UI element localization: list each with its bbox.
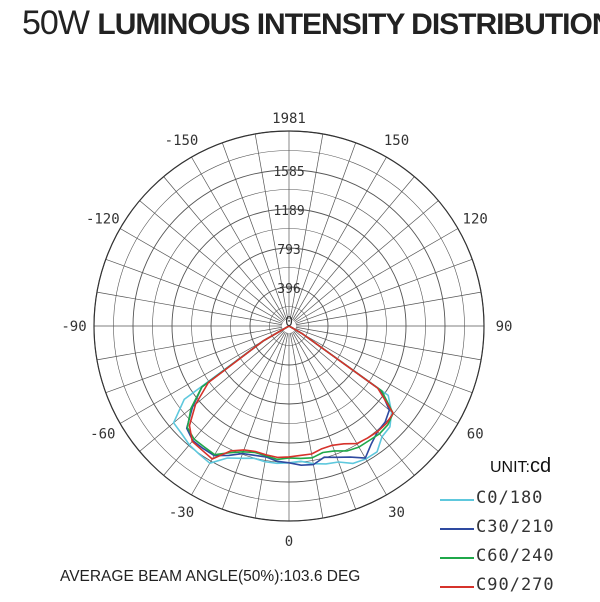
angle-label: -90 <box>61 319 86 335</box>
grid-radial-line <box>295 258 473 324</box>
grid-radial-line <box>295 326 482 361</box>
radial-tick-label: 1585 <box>273 165 304 180</box>
grid-ring-minor <box>269 306 309 346</box>
grid-radial-line <box>139 200 284 322</box>
grid-radial-line <box>294 228 459 323</box>
grid-ring-major <box>171 208 407 444</box>
radial-max-label: 1981 <box>272 111 306 127</box>
grid-ring-major <box>210 247 368 405</box>
grid-radial-line <box>96 326 283 361</box>
angle-label: -150 <box>165 133 199 149</box>
series-line-c30-210 <box>185 325 391 466</box>
chart-title: 50W LUMINOUS INTENSITY DISTRIBUTION <box>22 4 600 43</box>
grid-radial-lines <box>94 131 484 521</box>
angle-label: 90 <box>496 319 513 335</box>
angle-label: -120 <box>86 212 120 228</box>
angle-label: 150 <box>384 133 409 149</box>
grid-radial-line <box>105 258 283 324</box>
grid-rings <box>93 130 485 522</box>
grid-radial-line <box>105 328 283 394</box>
grid-ring-minor <box>113 150 465 502</box>
grid-radial-line <box>289 332 324 519</box>
legend-label-c60-240: C60/240 <box>476 546 555 566</box>
grid-radial-line <box>221 332 287 510</box>
radial-tick-label: 396 <box>277 282 300 297</box>
grid-ring-minor <box>191 228 387 424</box>
legend-label-c90-270: C90/270 <box>476 575 555 595</box>
beam-angle-note: AVERAGE BEAM ANGLE(50%):103.6 DEG <box>60 568 361 585</box>
grid-radial-line <box>291 332 357 510</box>
grid-ring-outer <box>93 130 485 522</box>
grid-ring-major <box>132 169 446 483</box>
grid-radial-line <box>292 331 387 496</box>
grid-radial-line <box>254 332 289 519</box>
unit-label: UNIT:cd <box>490 455 551 478</box>
grid-radial-line <box>254 133 289 320</box>
radial-tick-label: 793 <box>277 243 300 258</box>
grid-radial-line <box>294 330 439 452</box>
grid-radial-line <box>221 142 287 320</box>
angle-label: 30 <box>388 505 405 521</box>
grid-radial-line <box>295 328 473 394</box>
grid-radial-line <box>293 331 415 476</box>
legend-label-c0-180: C0/180 <box>476 488 544 508</box>
grid-ring-minor <box>230 267 348 385</box>
grid-radial-line <box>119 329 284 424</box>
grid-radial-line <box>289 133 324 320</box>
title-text: LUMINOUS INTENSITY DISTRIBUTION <box>97 8 600 41</box>
axis-labels: 396 793 1189 1585 1981 0 0 30 -30 60 -60 90 -90 120 -1… <box>61 111 512 550</box>
legend-swatch-c60-240 <box>440 557 474 559</box>
grid-radial-line <box>163 176 285 321</box>
grid-radial-line <box>96 291 283 326</box>
grid-ring-major <box>249 286 329 366</box>
series-line-c90-270 <box>188 325 394 460</box>
center-zero-label: 0 <box>285 315 293 330</box>
grid-radial-line <box>139 330 284 452</box>
angle-label: 60 <box>467 427 484 443</box>
grid-radial-line <box>294 329 459 424</box>
title-wattage: 50W <box>22 4 90 42</box>
grid-radial-line <box>119 228 284 323</box>
legend-swatch-c90-270 <box>440 586 474 588</box>
unit-value: cd <box>530 455 552 477</box>
unit-prefix: UNIT: <box>490 459 530 476</box>
series-line-c60-240 <box>186 325 394 461</box>
grid-radial-line <box>163 331 285 476</box>
legend-swatch-c30-210 <box>440 528 474 530</box>
angle-label: -30 <box>169 505 194 521</box>
grid-radial-line <box>294 200 439 322</box>
angle-label: 120 <box>463 212 488 228</box>
grid-radial-line <box>191 331 286 496</box>
legend-swatch-c0-180 <box>440 499 474 501</box>
grid-radial-line <box>191 156 286 321</box>
series-group <box>172 325 394 466</box>
legend-label-c30-210: C30/210 <box>476 517 555 537</box>
angle-label: 0 <box>285 534 293 550</box>
radial-tick-label: 1189 <box>273 204 304 219</box>
grid-radial-line <box>295 291 482 326</box>
grid-radial-line <box>293 176 415 321</box>
grid-radial-line <box>291 142 357 320</box>
grid-radial-line <box>292 156 387 321</box>
angle-label: -60 <box>90 427 115 443</box>
